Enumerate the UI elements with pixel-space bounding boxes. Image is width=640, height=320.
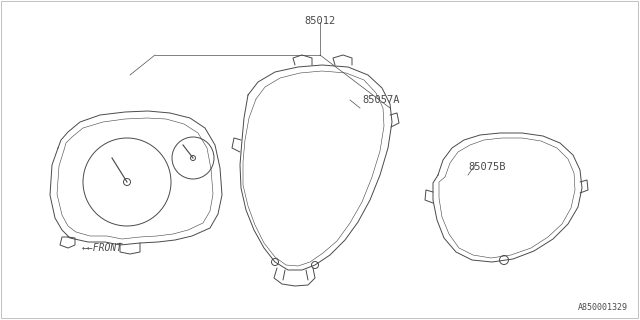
Text: A850001329: A850001329 (578, 303, 628, 312)
Text: 85075B: 85075B (468, 162, 506, 172)
Text: 85012: 85012 (305, 16, 335, 26)
Text: 85057A: 85057A (362, 95, 399, 105)
Text: ←←FRONT: ←←FRONT (82, 243, 123, 253)
